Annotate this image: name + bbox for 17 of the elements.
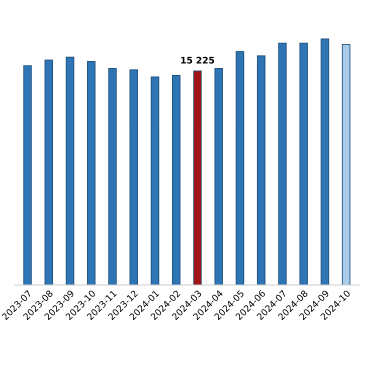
data-label: 15 225: [181, 56, 214, 64]
bar: [66, 56, 74, 285]
bar: [23, 65, 32, 285]
bar: [299, 42, 308, 285]
bar: [193, 70, 202, 285]
bar: [320, 38, 330, 285]
bar: [172, 75, 180, 285]
bar: [150, 76, 160, 285]
bar: [278, 42, 287, 285]
bar: [342, 44, 350, 285]
bar: [44, 60, 54, 285]
bar: [87, 60, 96, 285]
bar: [236, 51, 244, 285]
bar: [108, 68, 117, 285]
bar: [256, 55, 266, 285]
bar: [130, 69, 138, 285]
bar: [214, 68, 223, 285]
